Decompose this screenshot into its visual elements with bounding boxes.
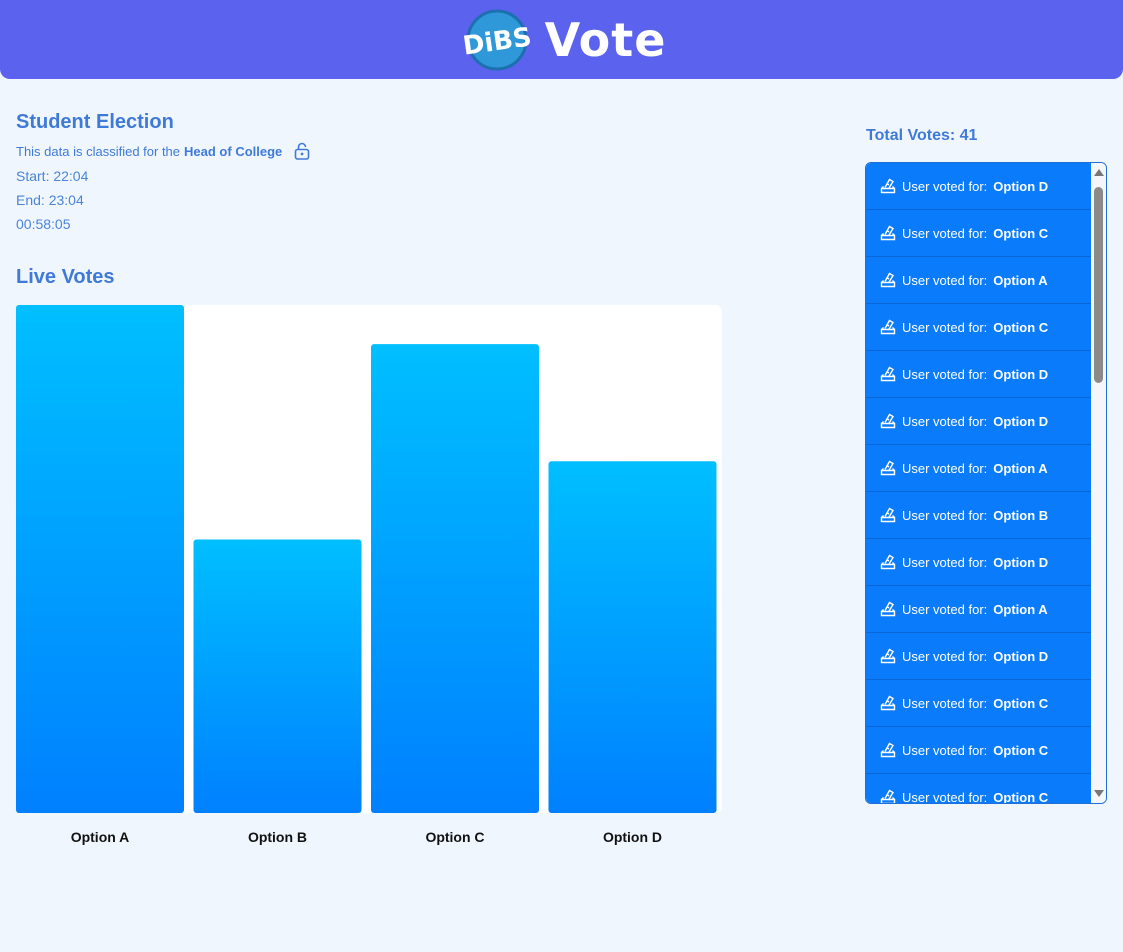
- vote-feed-item: User voted for: Option A: [866, 257, 1092, 304]
- ballot-icon: [880, 366, 896, 382]
- app-logo[interactable]: DiBS Vote: [457, 8, 667, 72]
- vote-feed-prefix: User voted for:: [902, 789, 988, 804]
- vote-feed-option: Option C: [993, 225, 1049, 241]
- bar-option-c: [371, 344, 539, 813]
- vote-feed-prefix: User voted for:: [902, 178, 988, 194]
- vote-feed-prefix: User voted for:: [902, 695, 988, 711]
- app-header: DiBS Vote: [0, 0, 1123, 79]
- x-axis-label: Option C: [425, 829, 484, 845]
- ballot-icon: [880, 319, 896, 335]
- ballot-icon: [880, 695, 896, 711]
- ballot-icon: [880, 742, 896, 758]
- vote-feed-option: Option C: [993, 695, 1049, 711]
- vote-feed-prefix: User voted for:: [902, 460, 988, 476]
- vote-feed-option: Option D: [993, 554, 1049, 570]
- live-votes-chart: Option A Option B Option C Option D: [16, 305, 722, 845]
- dibs-logo-icon: DiBS: [461, 9, 533, 70]
- ballot-icon: [880, 507, 896, 523]
- vote-feed-option: Option A: [993, 460, 1048, 476]
- x-axis-label: Option B: [248, 829, 307, 845]
- ballot-icon: [880, 648, 896, 664]
- vote-feed-option: Option C: [993, 742, 1049, 758]
- vote-feed-option: Option C: [993, 789, 1049, 804]
- vote-feed-item: User voted for: Option D: [866, 633, 1092, 680]
- ballot-icon: [880, 601, 896, 617]
- vote-feed-item: User voted for: Option C: [866, 304, 1092, 351]
- bar-option-b: [193, 539, 362, 813]
- vote-feed-prefix: User voted for:: [902, 272, 988, 288]
- bar-option-a: [16, 305, 184, 813]
- vote-feed-scrollbar[interactable]: [1091, 163, 1106, 803]
- x-axis-label: Option D: [603, 829, 662, 845]
- vote-feed-option: Option D: [993, 366, 1049, 382]
- vote-feed-option: Option A: [993, 601, 1048, 617]
- vote-feed-item: User voted for: Option D: [866, 539, 1092, 586]
- vote-feed-prefix: User voted for:: [902, 554, 988, 570]
- vote-feed-prefix: User voted for:: [902, 648, 988, 664]
- vote-feed-item: User voted for: Option C: [866, 774, 1092, 803]
- classified-role: Head of College: [184, 143, 283, 159]
- vote-feed-item: User voted for: Option D: [866, 163, 1092, 210]
- vote-feed-prefix: User voted for:: [902, 225, 988, 241]
- vote-feed-item: User voted for: Option A: [866, 586, 1092, 633]
- ballot-icon: [880, 413, 896, 429]
- vote-feed-prefix: User voted for:: [902, 507, 988, 523]
- bar-chart: Option A Option B Option C Option D: [16, 305, 717, 845]
- vote-feed-item: User voted for: Option C: [866, 210, 1092, 257]
- vote-feed-prefix: User voted for:: [902, 413, 988, 429]
- vote-feed-item: User voted for: Option D: [866, 398, 1092, 445]
- classification-notice: This data is classified for the Head of …: [16, 141, 310, 161]
- live-votes-title: Live Votes: [16, 266, 115, 288]
- vote-feed-prefix: User voted for:: [902, 601, 988, 617]
- ballot-icon: [880, 178, 896, 194]
- vote-feed-option: Option A: [993, 272, 1048, 288]
- scroll-thumb[interactable]: [1094, 187, 1103, 383]
- vote-feed-option: Option D: [993, 648, 1049, 664]
- election-start-time: Start: 22:04: [16, 168, 89, 184]
- lock-icon: [294, 142, 310, 160]
- ballot-icon: [880, 272, 896, 288]
- election-title: Student Election: [16, 111, 174, 133]
- election-end-time: End: 23:04: [16, 192, 84, 208]
- scroll-down-arrow-icon[interactable]: [1094, 790, 1104, 797]
- vote-feed-option: Option B: [993, 507, 1049, 523]
- ballot-icon: [880, 789, 896, 803]
- vote-feed-list: User voted for: Option D User voted for: Op…: [866, 163, 1092, 803]
- vote-feed[interactable]: User voted for: Option D User voted for: Op…: [865, 162, 1107, 804]
- vote-feed-item: User voted for: Option C: [866, 727, 1092, 774]
- x-axis-label: Option A: [71, 829, 130, 845]
- election-countdown: 00:58:05: [16, 216, 71, 232]
- vote-feed-item: User voted for: Option B: [866, 492, 1092, 539]
- vote-feed-option: Option C: [993, 319, 1049, 335]
- app-title: Vote: [544, 12, 667, 67]
- vote-feed-item: User voted for: Option D: [866, 351, 1092, 398]
- bar-option-d: [548, 461, 717, 813]
- vote-feed-option: Option D: [993, 413, 1049, 429]
- vote-feed-prefix: User voted for:: [902, 742, 988, 758]
- vote-feed-item: User voted for: Option A: [866, 445, 1092, 492]
- vote-feed-prefix: User voted for:: [902, 319, 988, 335]
- vote-feed-option: Option D: [993, 178, 1049, 194]
- vote-feed-item: User voted for: Option C: [866, 680, 1092, 727]
- ballot-icon: [880, 460, 896, 476]
- total-votes: Total Votes: 41: [866, 127, 978, 144]
- ballot-icon: [880, 554, 896, 570]
- scroll-up-arrow-icon[interactable]: [1094, 169, 1104, 176]
- vote-feed-prefix: User voted for:: [902, 366, 988, 382]
- classified-prefix: This data is classified for the: [16, 143, 181, 159]
- ballot-icon: [880, 225, 896, 241]
